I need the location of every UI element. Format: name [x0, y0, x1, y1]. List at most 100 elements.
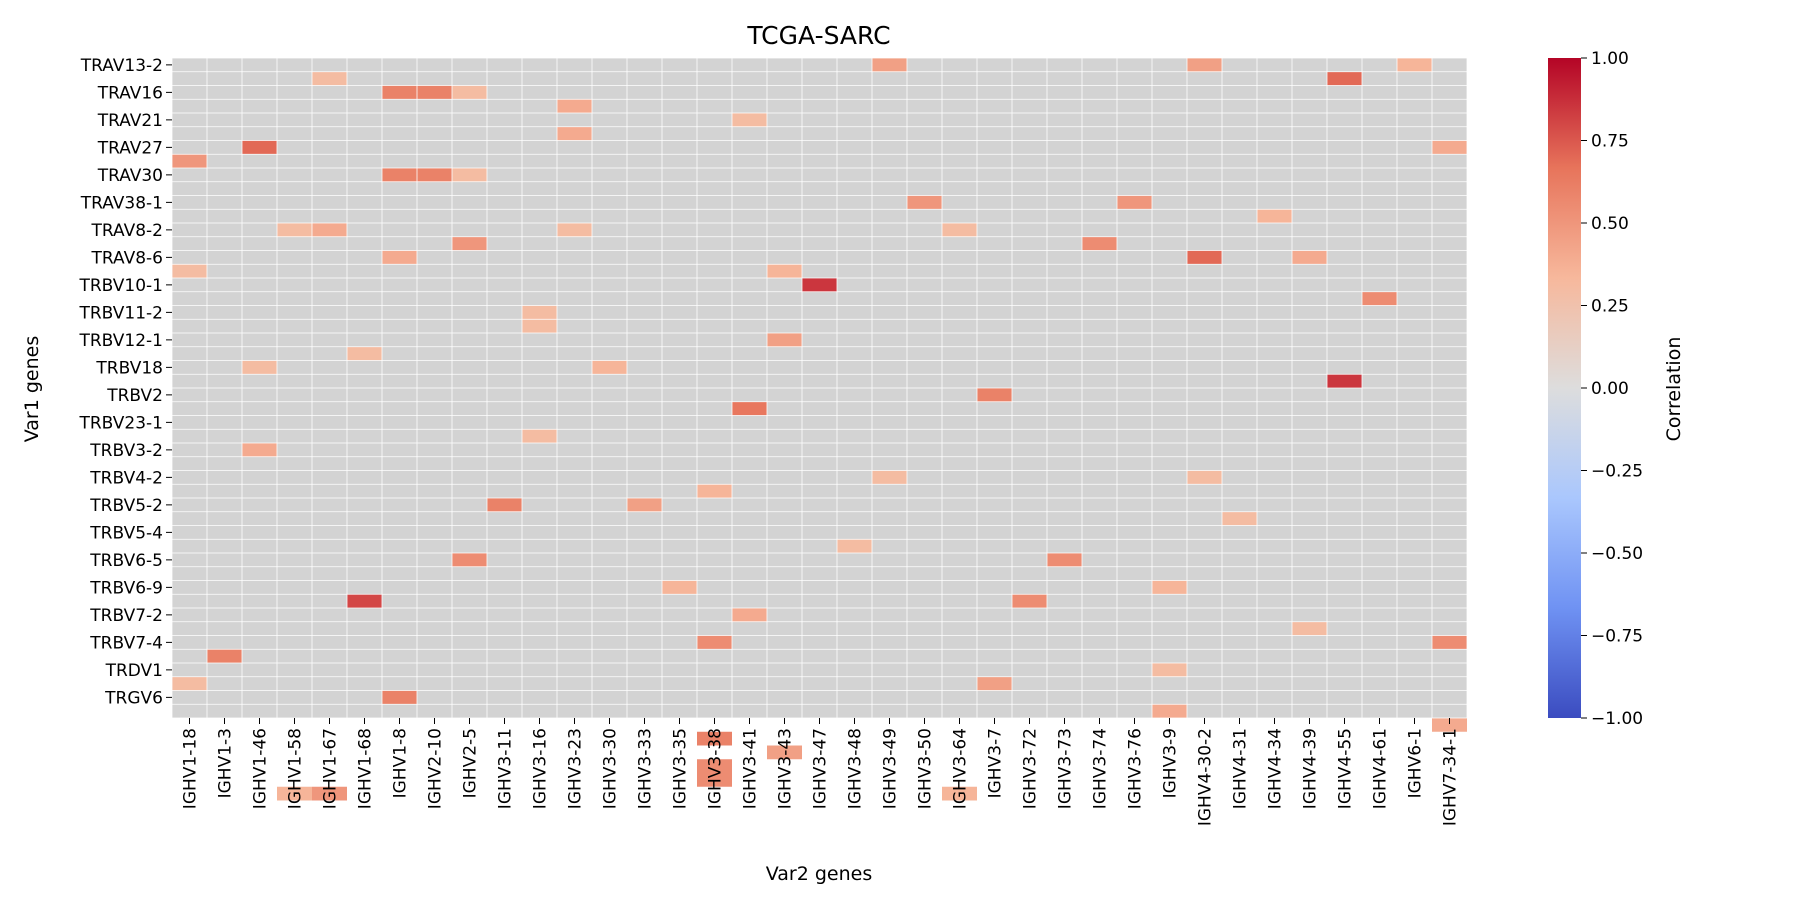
heatmap-cell [522, 305, 557, 320]
y-tick-label: TRBV11-2 [78, 303, 163, 323]
x-tick-label: IGHV4-61 [1371, 728, 1391, 809]
x-tick-label: IGHV3-35 [671, 728, 691, 809]
x-tick-label: IGHV2-10 [426, 728, 446, 809]
heatmap-cell [697, 635, 732, 650]
y-tick-label: TRAV8-6 [91, 248, 163, 268]
x-tick-label: IGHV1-8 [391, 728, 411, 798]
y-tick-label: TRBV10-1 [78, 276, 163, 296]
heatmap-cell [1152, 663, 1187, 677]
heatmap-cell [732, 401, 767, 416]
y-tick-label: TRBV4-2 [89, 468, 163, 488]
heatmap-cell [837, 539, 872, 553]
heatmap-cell [872, 58, 907, 72]
heatmap-cell [557, 99, 592, 113]
heatmap-cell [767, 333, 802, 347]
x-tick-label: IGHV3-16 [531, 728, 551, 809]
heatmap-cell [697, 773, 732, 787]
chart-title: TCGA-SARC [746, 21, 890, 50]
heatmap-cell [557, 223, 592, 237]
y-tick-label: TRAV30 [97, 166, 163, 186]
x-tick-label: IGHV3-48 [846, 728, 866, 809]
y-tick-label: TRAV38-1 [80, 193, 163, 213]
heatmap-cell [172, 676, 207, 691]
heatmap-cell [242, 443, 277, 457]
heatmap-cell [732, 113, 767, 127]
y-tick-label: TRBV5-2 [89, 496, 163, 516]
heatmap-cell [662, 580, 697, 595]
colorbar-label: Correlation [1663, 337, 1685, 442]
y-tick-label: TRBV5-4 [89, 523, 163, 543]
y-tick-label: TRAV8-2 [91, 221, 163, 241]
x-tick-label: IGHV6-1 [1406, 728, 1426, 798]
x-tick-label: IGHV3-38 [706, 728, 726, 809]
heatmap-cell [242, 140, 277, 155]
heatmap-cell [1187, 470, 1222, 485]
heatmap-cell [382, 168, 417, 182]
heatmap-cell [1187, 58, 1222, 72]
heatmap-cell [277, 786, 312, 801]
heatmap-cell [382, 690, 417, 705]
x-tick-label: IGHV3-11 [496, 728, 516, 809]
y-tick-label: TRBV23-1 [78, 413, 163, 433]
x-tick-label: IGHV3-76 [1126, 728, 1146, 809]
x-tick-label: IGHV3-73 [1056, 728, 1076, 809]
x-tick-label: IGHV4-55 [1336, 728, 1356, 809]
heatmap-cell [207, 649, 242, 663]
heatmap-cell [382, 85, 417, 100]
heatmap-cell [732, 608, 767, 622]
heatmap-cell [1292, 621, 1327, 636]
heatmap-cell [1432, 718, 1467, 732]
heatmap-cell [697, 484, 732, 498]
y-tick-label: TRDV1 [105, 661, 163, 681]
y-tick-label: TRBV6-5 [89, 551, 163, 571]
x-tick-label: IGHV3-43 [776, 728, 796, 809]
colorbar-tick-label: −0.50 [1591, 544, 1643, 564]
heatmap-cell [277, 223, 312, 237]
y-tick-label: TRAV16 [97, 83, 163, 103]
y-axis-tick-labels: TRAV13-2 TRAV16 TRAV21 TRAV27 TRAV30 TRAV38-1… [78, 56, 172, 708]
heatmap-cell [1012, 594, 1047, 608]
heatmap-cell [1187, 250, 1222, 265]
x-tick-label: IGHV3-33 [636, 728, 656, 809]
heatmap-cell [907, 195, 942, 210]
y-tick-label: TRBV2 [106, 386, 163, 406]
x-tick-label: IGHV7-34-1 [1441, 728, 1461, 826]
heatmap-cell [1152, 704, 1187, 718]
heatmap-cell [312, 71, 347, 86]
x-tick-label: IGHV1-67 [321, 728, 341, 809]
heatmap-cell [1047, 553, 1082, 567]
heatmap-cell [977, 676, 1012, 691]
x-tick-label: IGHV4-30-2 [1196, 728, 1216, 826]
heatmap-cell [312, 786, 347, 801]
x-tick-label: IGHV3-47 [811, 728, 831, 809]
heatmap-grid [171, 57, 1468, 801]
heatmap-cell [347, 594, 382, 608]
heatmap-cell [522, 429, 557, 443]
y-tick-label: TRAV13-2 [80, 56, 163, 76]
heatmap-cell [697, 759, 732, 773]
heatmap-cell [697, 731, 732, 746]
y-tick-label: TRGV6 [104, 688, 163, 708]
x-tick-label: IGHV3-9 [1161, 728, 1181, 798]
heatmap-cell [627, 498, 662, 512]
heatmap-cell [802, 278, 837, 292]
colorbar-tick-label: −0.75 [1591, 627, 1643, 647]
x-tick-label: IGHV3-64 [951, 728, 971, 809]
colorbar-tick-label: −0.25 [1591, 462, 1643, 482]
heatmap-cell [1327, 71, 1362, 86]
x-tick-label: IGHV1-58 [286, 728, 306, 809]
y-tick-label: TRBV18 [95, 358, 163, 378]
colorbar [1548, 58, 1581, 718]
x-axis-tick-labels: IGHV1-18 IGHV1-3 IGHV1-46 IGHV1-58 IGHV1-67 I… [181, 718, 1461, 826]
heatmap-cell [1152, 580, 1187, 595]
heatmap-cell [1327, 374, 1362, 388]
colorbar-tick-label: 0.00 [1591, 379, 1629, 399]
heatmap-cell [452, 553, 487, 567]
x-tick-label: IGHV3-50 [916, 728, 936, 809]
colorbar-tick-label: −1.00 [1591, 709, 1643, 729]
heatmap-cell [767, 745, 802, 760]
x-tick-label: IGHV1-46 [251, 728, 271, 809]
heatmap-cell [942, 223, 977, 237]
heatmap-cell [977, 388, 1012, 402]
